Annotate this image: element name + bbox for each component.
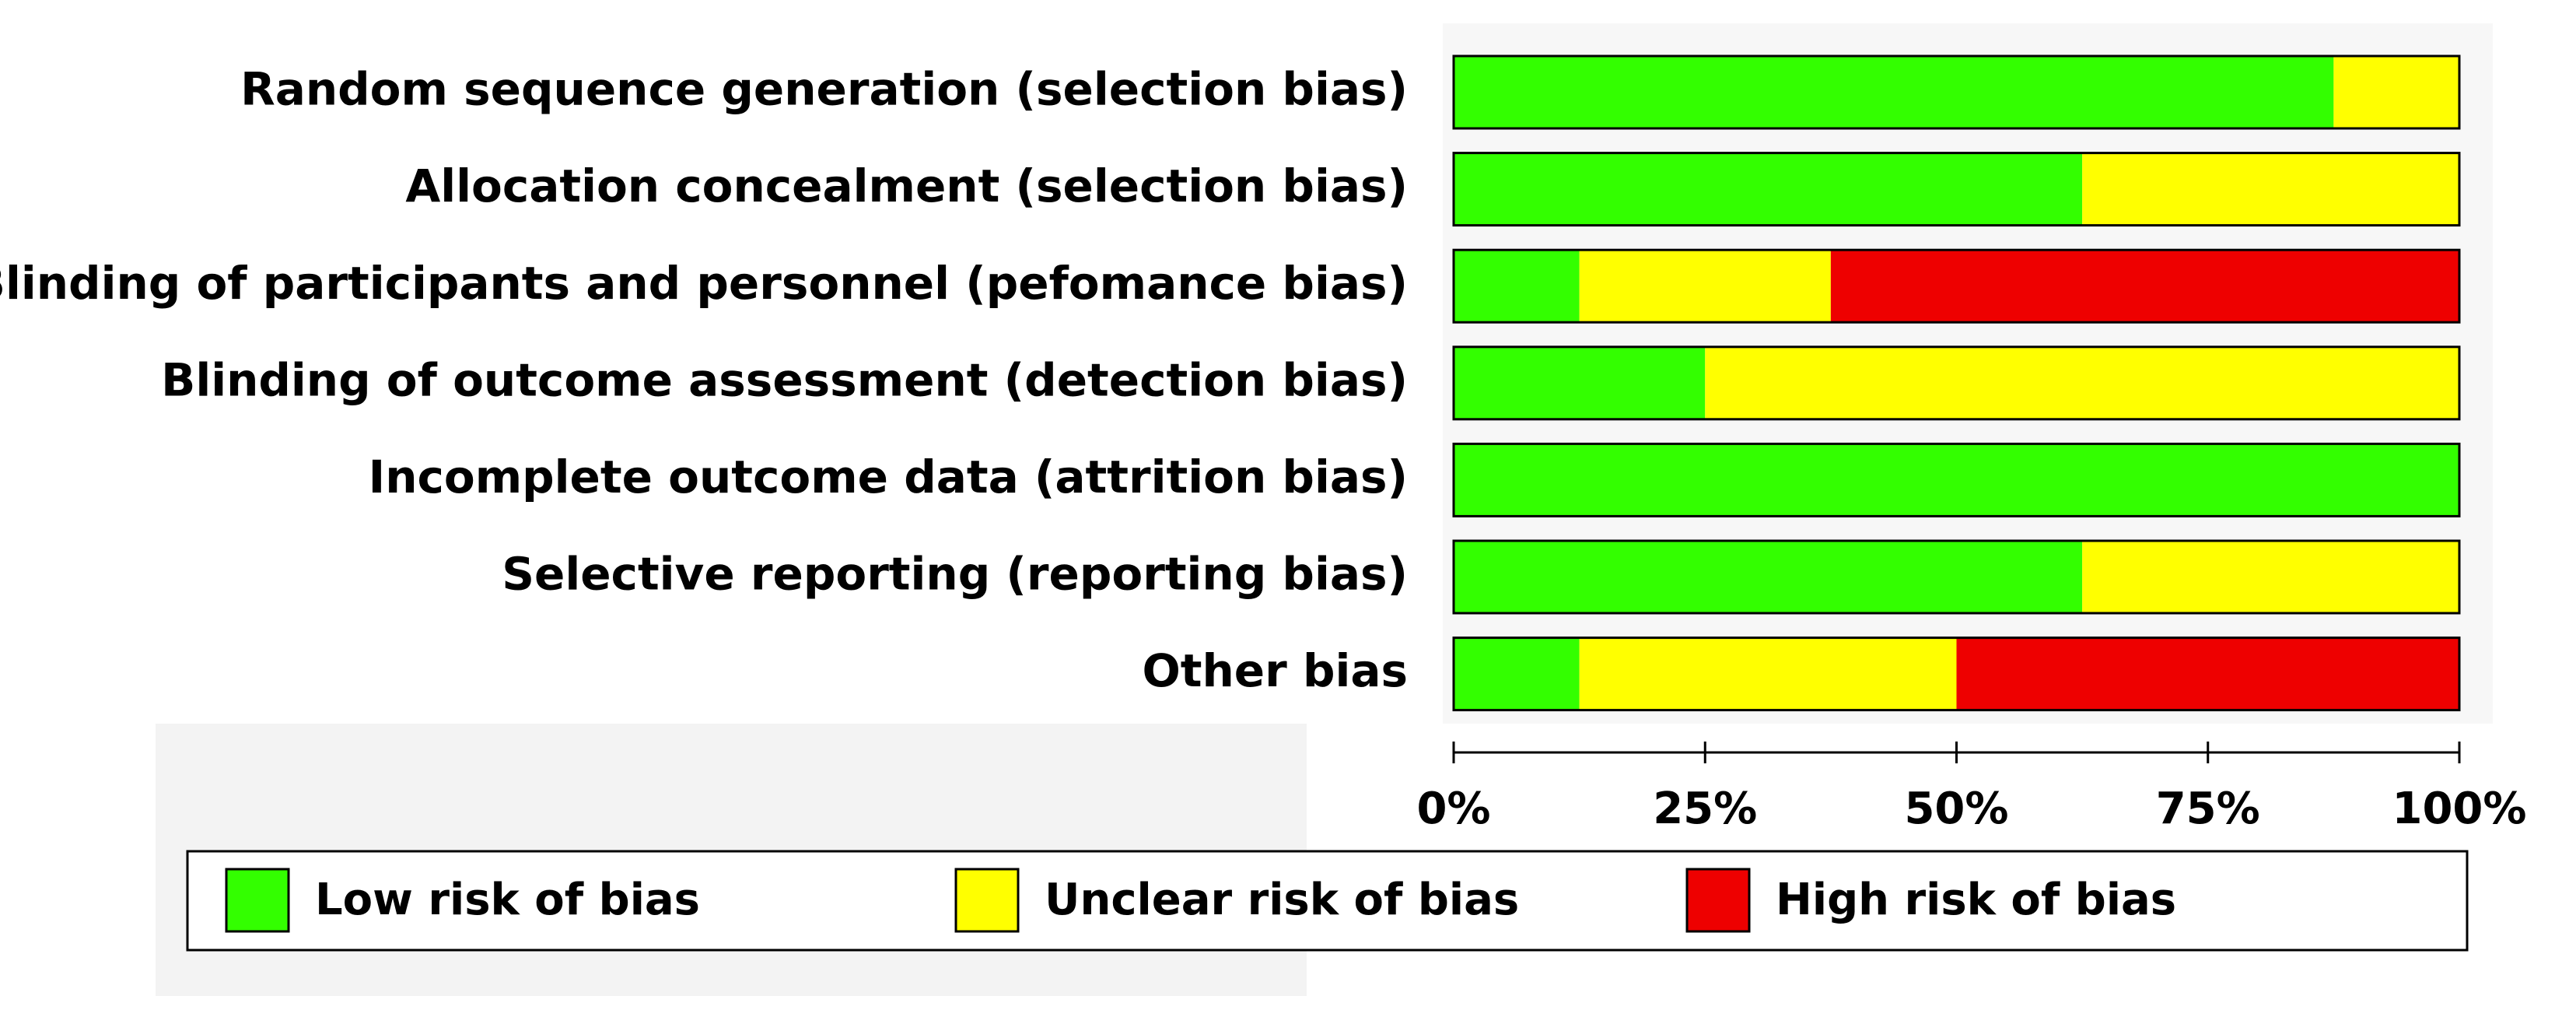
x-tick-label: 75% xyxy=(2156,784,2260,834)
bar-segment xyxy=(1579,637,1957,710)
bar-segment xyxy=(1705,346,2459,419)
bar-outline xyxy=(1452,345,2461,421)
bar-segment xyxy=(2082,153,2459,226)
row-label: Blinding of participants and personnel (… xyxy=(0,257,1408,310)
row-label: Allocation concealment (selection bias) xyxy=(405,160,1408,212)
bar-segment xyxy=(1454,153,2083,226)
bar-segment xyxy=(1454,250,1580,323)
bar-segment xyxy=(1454,637,1580,710)
bar-outline xyxy=(1452,54,2461,130)
legend-label: Unclear risk of bias xyxy=(1045,875,1519,925)
x-tick-label: 0% xyxy=(1416,784,1490,834)
legend-label: High risk of bias xyxy=(1776,875,2176,925)
row-label: Random sequence generation (selection bi… xyxy=(240,63,1408,116)
x-tick-label: 50% xyxy=(1904,784,2008,834)
legend-label: Low risk of bias xyxy=(315,875,700,925)
bar-outline xyxy=(1452,248,2461,324)
bar-segment xyxy=(1454,541,2083,613)
legend-swatch xyxy=(1685,868,1751,933)
bar-segment xyxy=(1454,444,2459,517)
bar-segment xyxy=(1454,56,2334,128)
bar-segment xyxy=(1956,637,2459,710)
bar-outline xyxy=(1452,152,2461,227)
x-tick-label: 25% xyxy=(1653,784,1757,834)
x-tick-label: 100% xyxy=(2392,784,2526,834)
bar-segment xyxy=(1579,250,1831,323)
bar-segment xyxy=(1454,346,1706,419)
legend-swatch xyxy=(225,868,290,933)
bar-outline xyxy=(1452,442,2461,517)
bar-segment xyxy=(2333,56,2459,128)
row-label: Incomplete outcome data (attrition bias) xyxy=(369,451,1408,503)
row-label: Selective reporting (reporting bias) xyxy=(502,548,1408,601)
row-label: Blinding of outcome assessment (detectio… xyxy=(161,353,1408,406)
bar-outline xyxy=(1452,539,2461,615)
bar-outline xyxy=(1452,637,2461,712)
row-label: Other bias xyxy=(1142,644,1408,697)
axis-background xyxy=(1307,778,2576,840)
legend-swatch xyxy=(954,868,1020,933)
legend-box xyxy=(186,850,2469,952)
bar-segment xyxy=(1830,250,2459,323)
bar-segment xyxy=(2082,541,2459,613)
